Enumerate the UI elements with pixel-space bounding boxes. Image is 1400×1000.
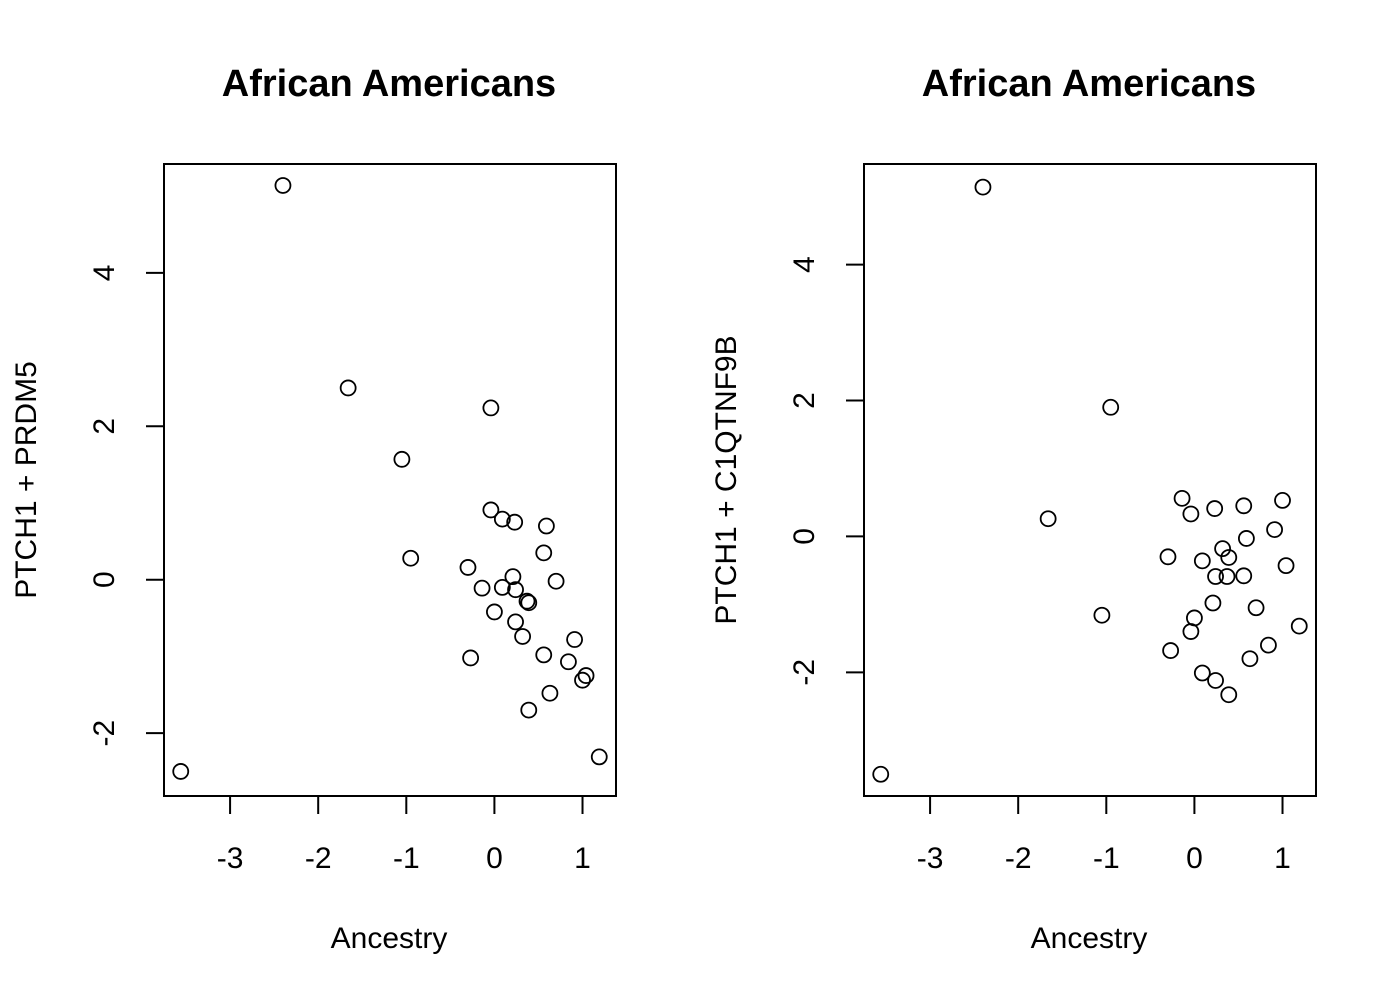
x-axis-label: Ancestry [1031, 922, 1148, 955]
data-point [518, 592, 536, 610]
data-point [1159, 548, 1177, 566]
x-tick-label: -3 [217, 842, 244, 875]
data-point [482, 501, 500, 519]
data-point [1218, 568, 1236, 585]
panel-left: African Americans Ancestry PTCH1 + PRDM5… [10, 63, 617, 955]
y-tick-label: 2 [88, 418, 121, 435]
y-tick-label: 0 [788, 528, 821, 545]
data-point [393, 450, 411, 468]
data-point [535, 646, 553, 664]
data-point [486, 603, 503, 621]
chart-title: African Americans [922, 63, 1256, 105]
plot-frame [863, 163, 1317, 797]
data-point [1290, 617, 1308, 635]
data-point [1182, 505, 1200, 523]
data-point [590, 748, 608, 766]
x-tick-label: -3 [917, 842, 944, 875]
data-point [1204, 594, 1222, 612]
data-point [1193, 552, 1211, 570]
data-point [1214, 540, 1232, 558]
plot-frame [163, 163, 617, 797]
data-point [1039, 510, 1057, 528]
plot-area: -3 -2 -1 0 1 -2 0 2 4 [88, 163, 617, 875]
plot-area: -3 -2 -1 0 1 -2 0 2 4 [788, 163, 1317, 875]
data-point [574, 671, 591, 689]
data-point [504, 568, 522, 586]
x-tick-label: -2 [1005, 842, 1032, 875]
data-point [172, 763, 190, 780]
data-point [339, 379, 357, 397]
data-point [1173, 489, 1191, 507]
data-point [514, 628, 532, 645]
data-point [274, 177, 292, 194]
data-point [520, 594, 538, 612]
data-point [520, 701, 538, 719]
data-point [1260, 636, 1277, 654]
data-point [1274, 491, 1291, 509]
data-point [1247, 599, 1265, 617]
x-tick-label: -2 [305, 842, 332, 875]
data-point [402, 549, 420, 567]
data-point [473, 579, 491, 597]
y-axis-label: PTCH1 + PRDM5 [10, 361, 43, 599]
y-axis-label: PTCH1 + C1QTNF9B [710, 335, 743, 624]
data-point [547, 572, 565, 590]
chart-title: African Americans [222, 63, 556, 105]
data-point [493, 510, 511, 528]
data-point [482, 399, 500, 417]
data-point [459, 559, 477, 576]
data-point [1207, 568, 1224, 585]
x-tick-label: 1 [574, 842, 591, 875]
data-point [1206, 500, 1224, 517]
data-point [1102, 398, 1120, 416]
x-tick-label: 1 [1274, 842, 1291, 875]
data-point [577, 667, 595, 684]
data-point [1241, 650, 1259, 668]
x-axis-label: Ancestry [331, 922, 448, 955]
data-point [1207, 672, 1224, 689]
data-point [1220, 686, 1238, 704]
data-point [1162, 642, 1180, 659]
data-point [560, 653, 577, 671]
data-point [566, 631, 583, 648]
data-point [537, 517, 555, 535]
data-point [493, 578, 511, 596]
y-tick-label: -2 [88, 720, 121, 747]
data-point [1182, 623, 1200, 640]
y-tick-label: -2 [788, 659, 821, 686]
data-point [1186, 609, 1203, 627]
data-point [1277, 557, 1295, 575]
data-point [541, 684, 559, 702]
panel-right: African Americans Ancestry PTCH1 + C1QTN… [710, 63, 1317, 955]
x-tick-label: -1 [393, 842, 420, 875]
data-point [1193, 664, 1211, 682]
data-point [1235, 497, 1253, 515]
x-tick-label: 0 [486, 842, 503, 875]
data-point [1220, 549, 1238, 566]
data-point [507, 581, 524, 599]
data-point [1237, 530, 1255, 547]
y-tick-label: 4 [88, 265, 121, 282]
data-point [535, 544, 553, 562]
x-tick-label: 0 [1186, 842, 1203, 875]
data-point [974, 178, 992, 196]
data-point [507, 613, 524, 631]
data-point [462, 649, 480, 667]
y-tick-label: 0 [88, 571, 121, 588]
x-tick-label: -1 [1093, 842, 1120, 875]
data-point [1093, 606, 1111, 624]
y-tick-label: 2 [788, 392, 821, 409]
data-point [872, 765, 890, 783]
y-tick-label: 4 [788, 256, 821, 273]
data-point [1235, 567, 1253, 585]
data-point [1266, 521, 1283, 539]
data-point [506, 513, 524, 531]
